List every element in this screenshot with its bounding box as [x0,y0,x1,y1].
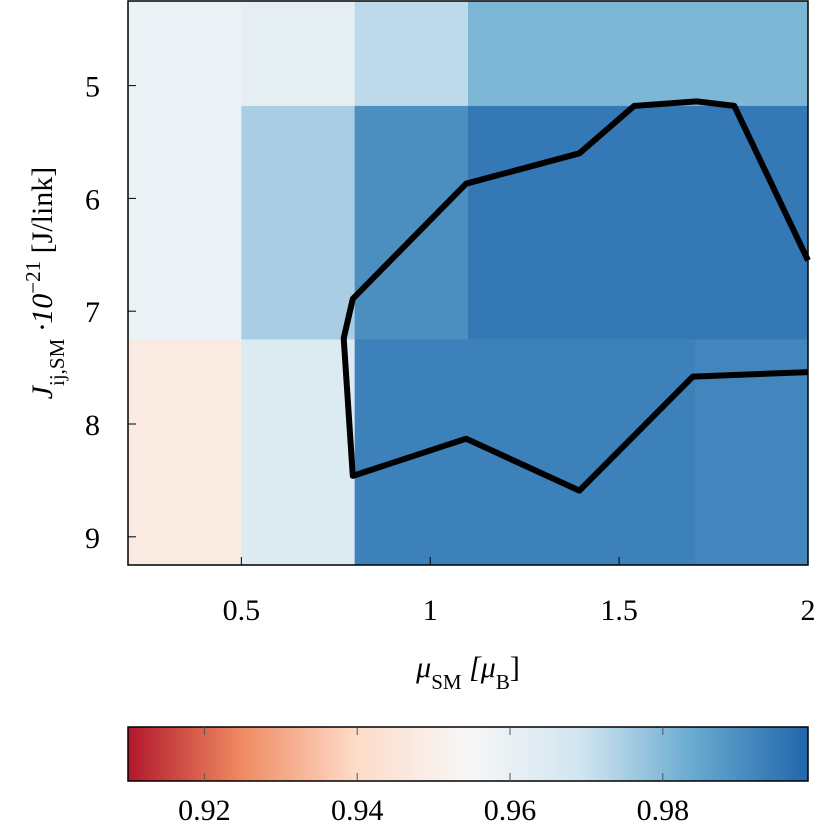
heatmap-cell [468,105,582,340]
colorbar-tick-label: 0.98 [637,794,690,827]
colorbar-tick-label: 0.94 [331,794,384,827]
y-axis-label-part: J [26,384,59,399]
heatmap-cell [354,339,469,566]
y-axis-label-part: ·10 [26,294,59,339]
y-axis-label-part: −21 [21,261,45,294]
heatmap-cell [128,339,242,566]
contour-line [340,98,811,494]
y-tick-label: 9 [85,522,100,555]
heatmap-cell [581,339,696,566]
x-axis-label-part: [μ [462,651,496,684]
heatmap-cell [354,105,469,340]
x-axis-label-part: μ [415,651,431,684]
colorbar-tick-label: 0.96 [484,794,537,827]
heatmap-cell [581,1,696,107]
x-tick-label: 1.5 [600,594,638,627]
plot-frame [127,0,809,566]
x-axis-label-part: SM [431,670,462,694]
x-tick-label: 2 [801,594,816,627]
y-axis-label-part: [J/link] [26,167,59,261]
heatmap-cell [128,1,242,107]
heatmap-cell [468,339,582,566]
y-tick-label: 5 [85,71,100,104]
y-axis-label: Jij,SM ·10−21 [J/link] [21,167,69,400]
x-axis-label-part: B [496,670,510,694]
colorbar-tick-label: 0.92 [178,794,231,827]
y-axis-label-part: ij,SM [45,338,69,386]
x-tick-label: 1 [423,594,438,627]
y-tick-label: 7 [85,296,100,329]
heatmap-cell [241,339,356,566]
heatmap-cell [241,1,356,107]
x-axis-label: μSM [μB] [415,651,520,694]
heatmap-cell [694,1,809,107]
colorbar [127,726,809,782]
x-axis-label-part: ] [510,651,520,684]
heatmap-cell [581,105,696,340]
x-tick-label: 0.5 [223,594,261,627]
heatmap [128,1,809,566]
heatmap-cell [354,1,469,107]
heatmap-cell [468,1,582,107]
heatmap-cell [128,105,242,340]
y-tick-label: 6 [85,183,100,216]
heatmap-cell [241,105,356,340]
y-tick-label: 8 [85,409,100,442]
